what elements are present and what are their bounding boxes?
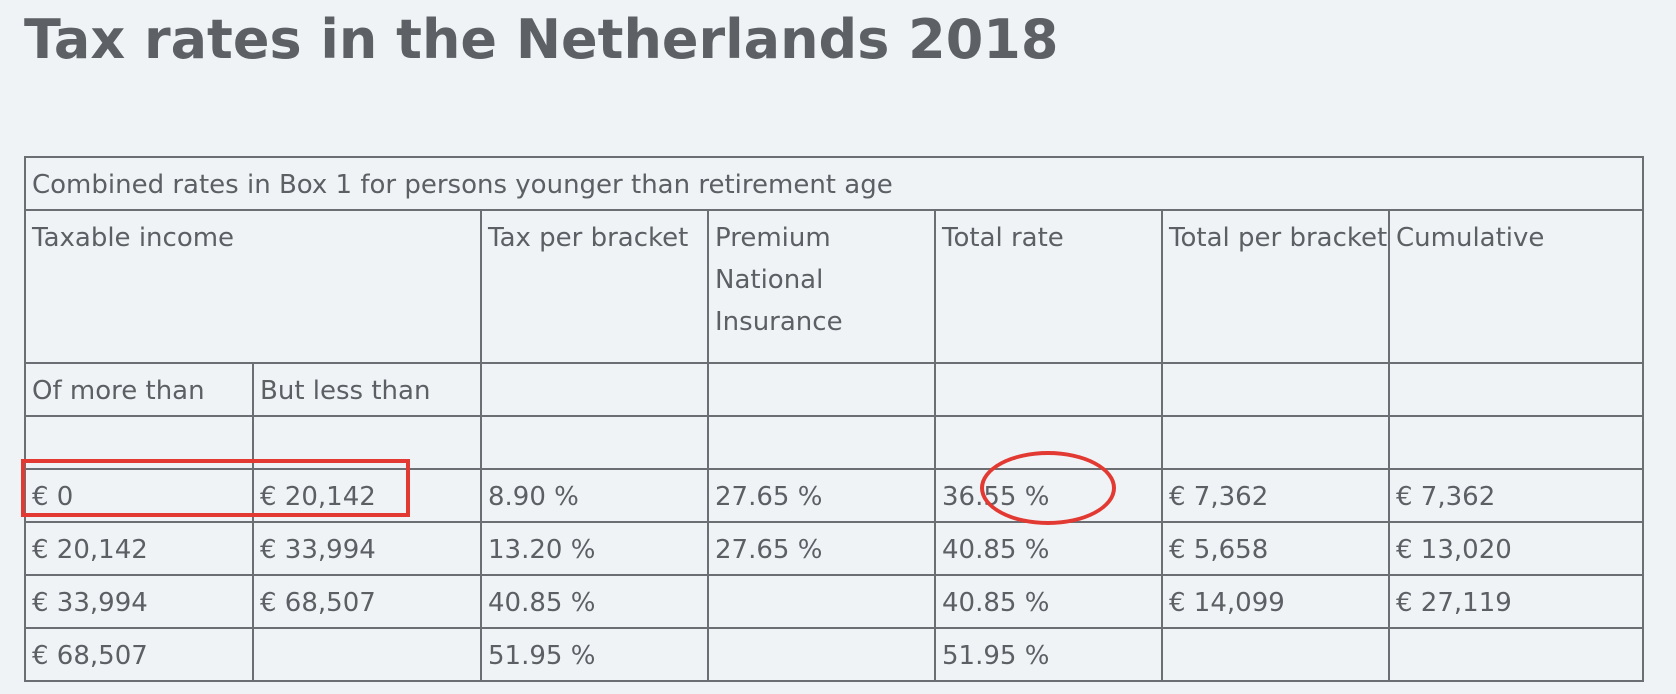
table-subheader-row: Of more than But less than (24, 362, 1645, 417)
cell-but-less-than: € 33,994 (252, 521, 482, 576)
empty-cell (1161, 415, 1390, 470)
cell-premium (707, 574, 936, 629)
empty-cell (1387, 362, 1645, 417)
cell-but-less-than (252, 627, 482, 682)
empty-cell (707, 415, 936, 470)
header-cumulative: Cumulative (1387, 209, 1645, 364)
cell-premium: 27.65 % (707, 521, 936, 576)
cell-cumulative: € 13,020 (1387, 521, 1645, 576)
table-row: € 68,507 51.95 % 51.95 % (24, 627, 1645, 682)
empty-cell (480, 415, 709, 470)
empty-cell (707, 362, 936, 417)
empty-cell (1161, 362, 1390, 417)
header-total-per-bracket: Total per bracket (1161, 209, 1390, 364)
empty-cell (480, 362, 709, 417)
cell-tax-per-bracket: 13.20 % (480, 521, 709, 576)
table-caption-row: Combined rates in Box 1 for persons youn… (23, 156, 1645, 211)
table-row: € 20,142 € 33,994 13.20 % 27.65 % 40.85 … (24, 521, 1645, 576)
empty-cell (934, 415, 1163, 470)
page-title: Tax rates in the Netherlands 2018 (24, 8, 1059, 71)
header-taxable-income: Taxable income (24, 209, 482, 364)
cell-total-per-bracket (1161, 627, 1390, 682)
cell-tax-per-bracket: 51.95 % (480, 627, 709, 682)
header-total-rate: Total rate (934, 209, 1163, 364)
cell-but-less-than: € 68,507 (252, 574, 482, 629)
table-row: € 33,994 € 68,507 40.85 % 40.85 % € 14,0… (24, 574, 1645, 629)
subheader-but-less-than: But less than (252, 362, 482, 417)
cell-of-more-than: € 68,507 (24, 627, 254, 682)
subheader-of-more-than: Of more than (24, 362, 254, 417)
cell-but-less-than: € 20,142 (252, 468, 482, 523)
cell-cumulative: € 27,119 (1387, 574, 1645, 629)
table-row: € 0 € 20,142 8.90 % 27.65 % 36.55 % € 7,… (24, 468, 1645, 523)
cell-total-per-bracket: € 7,362 (1161, 468, 1390, 523)
empty-cell (1387, 415, 1645, 470)
cell-cumulative: € 7,362 (1387, 468, 1645, 523)
cell-total-rate: 40.85 % (934, 574, 1163, 629)
tax-rates-table: Combined rates in Box 1 for persons youn… (23, 156, 1645, 682)
header-premium-national-insurance: Premium National Insurance (707, 209, 936, 364)
empty-cell (24, 415, 254, 470)
empty-cell (252, 415, 482, 470)
table-spacer-row (24, 415, 1645, 470)
cell-of-more-than: € 33,994 (24, 574, 254, 629)
cell-total-per-bracket: € 5,658 (1161, 521, 1390, 576)
cell-total-rate: 40.85 % (934, 521, 1163, 576)
cell-premium: 27.65 % (707, 468, 936, 523)
cell-tax-per-bracket: 40.85 % (480, 574, 709, 629)
table-caption: Combined rates in Box 1 for persons youn… (23, 156, 1645, 211)
cell-total-per-bracket: € 14,099 (1161, 574, 1390, 629)
cell-of-more-than: € 0 (24, 468, 254, 523)
cell-tax-per-bracket: 8.90 % (480, 468, 709, 523)
empty-cell (934, 362, 1163, 417)
cell-premium (707, 627, 936, 682)
cell-total-rate: 51.95 % (934, 627, 1163, 682)
cell-cumulative (1387, 627, 1645, 682)
cell-total-rate: 36.55 % (934, 468, 1163, 523)
table-header-row: Taxable income Tax per bracket Premium N… (24, 209, 1645, 364)
cell-of-more-than: € 20,142 (24, 521, 254, 576)
header-tax-per-bracket: Tax per bracket (480, 209, 709, 364)
